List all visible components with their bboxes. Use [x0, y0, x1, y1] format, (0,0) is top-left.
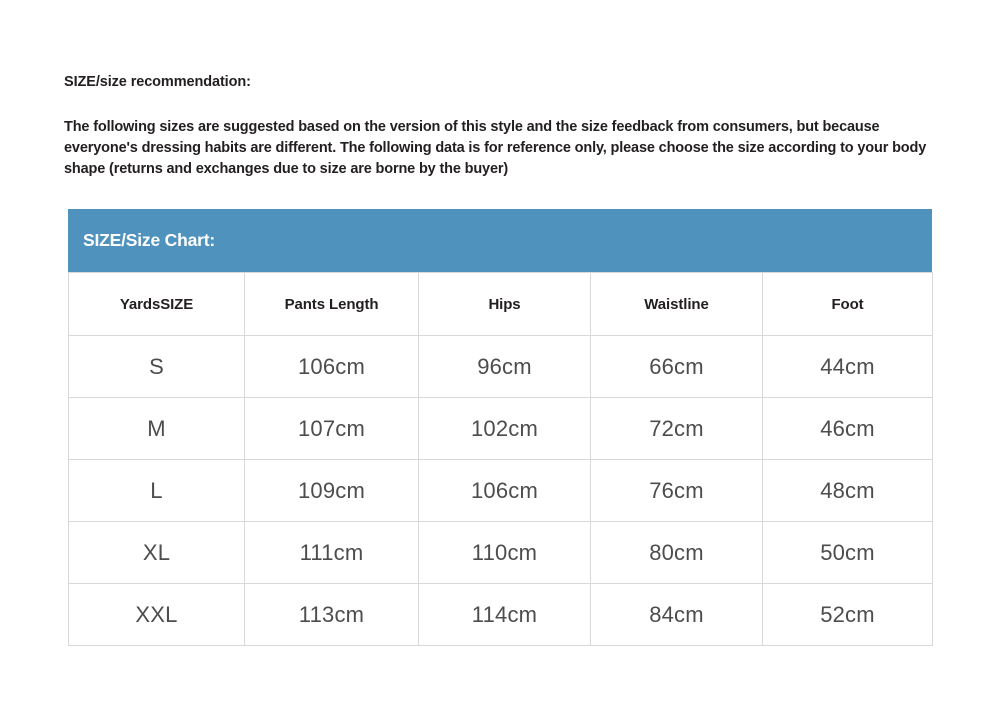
cell-waistline: 80cm: [590, 521, 763, 584]
cell-size: XXL: [68, 583, 245, 646]
cell-pants-length: 113cm: [244, 583, 419, 646]
cell-foot: 44cm: [762, 335, 933, 398]
size-table-body: S 106cm 96cm 66cm 44cm M 107cm 102cm 72c…: [68, 335, 933, 646]
cell-foot: 52cm: [762, 583, 933, 646]
column-header-foot: Foot: [762, 272, 933, 336]
cell-size: XL: [68, 521, 245, 584]
cell-pants-length: 111cm: [244, 521, 419, 584]
cell-waistline: 76cm: [590, 459, 763, 522]
cell-pants-length: 109cm: [244, 459, 419, 522]
size-chart: SIZE/Size Chart: YardsSIZE Pants Length …: [68, 209, 933, 646]
table-row: M 107cm 102cm 72cm 46cm: [68, 397, 933, 460]
cell-waistline: 66cm: [590, 335, 763, 398]
table-header-row: YardsSIZE Pants Length Hips Waistline Fo…: [68, 272, 933, 336]
cell-pants-length: 107cm: [244, 397, 419, 460]
intro-block: SIZE/size recommendation: The following …: [64, 74, 944, 179]
size-chart-title: SIZE/Size Chart:: [83, 230, 215, 250]
cell-hips: 106cm: [418, 459, 591, 522]
cell-hips: 96cm: [418, 335, 591, 398]
cell-foot: 48cm: [762, 459, 933, 522]
column-header-pants-length: Pants Length: [244, 272, 419, 336]
cell-waistline: 72cm: [590, 397, 763, 460]
cell-waistline: 84cm: [590, 583, 763, 646]
column-header-waistline: Waistline: [590, 272, 763, 336]
cell-foot: 50cm: [762, 521, 933, 584]
cell-hips: 114cm: [418, 583, 591, 646]
table-row: XXL 113cm 114cm 84cm 52cm: [68, 583, 933, 646]
page-title: SIZE/size recommendation:: [64, 74, 251, 90]
intro-description: The following sizes are suggested based …: [64, 119, 927, 177]
cell-size: M: [68, 397, 245, 460]
size-table: YardsSIZE Pants Length Hips Waistline Fo…: [68, 272, 933, 646]
table-row: S 106cm 96cm 66cm 44cm: [68, 335, 933, 398]
column-header-hips: Hips: [418, 272, 591, 336]
cell-hips: 102cm: [418, 397, 591, 460]
cell-hips: 110cm: [418, 521, 591, 584]
cell-pants-length: 106cm: [244, 335, 419, 398]
size-chart-header-bar: SIZE/Size Chart:: [68, 209, 932, 272]
cell-size: L: [68, 459, 245, 522]
cell-foot: 46cm: [762, 397, 933, 460]
column-header-yards-size: YardsSIZE: [68, 272, 245, 336]
table-row: XL 111cm 110cm 80cm 50cm: [68, 521, 933, 584]
size-table-head: YardsSIZE Pants Length Hips Waistline Fo…: [68, 272, 933, 336]
table-row: L 109cm 106cm 76cm 48cm: [68, 459, 933, 522]
cell-size: S: [68, 335, 245, 398]
